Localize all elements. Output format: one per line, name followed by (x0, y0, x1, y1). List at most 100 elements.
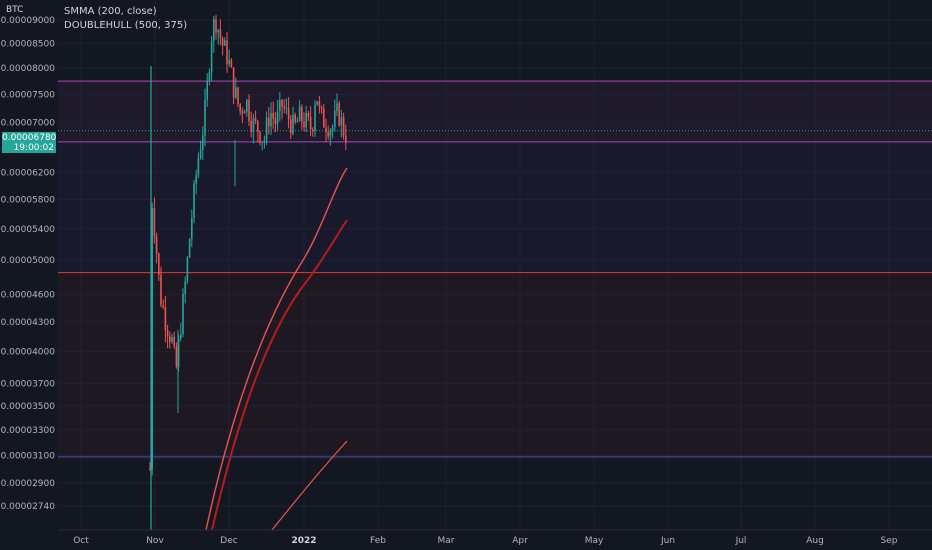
y-tick-label: 0.00004300 (1, 318, 56, 328)
x-tick-label: Aug (806, 536, 824, 546)
candle-body (188, 239, 191, 258)
candle-body (283, 107, 285, 109)
legend-doublehull[interactable]: DOUBLEHULL (500, 375) (64, 20, 188, 31)
bar-countdown: 19:00:02 (13, 143, 54, 153)
candle-body (224, 40, 226, 46)
grid (58, 0, 932, 530)
current-price: 0.00006780 (2, 133, 57, 143)
candle-body (166, 330, 169, 337)
candle-body (276, 111, 279, 124)
candle-body (281, 99, 283, 108)
candle-body (239, 103, 241, 112)
candle-body (320, 106, 323, 109)
candle-body (228, 60, 230, 65)
candle-body (303, 121, 305, 128)
candle-body (290, 119, 292, 134)
candle-body (257, 120, 259, 132)
candle-body (307, 113, 310, 118)
candle-body (263, 140, 266, 142)
candle-body (331, 127, 334, 131)
candle-body (164, 307, 167, 331)
candle-body (345, 135, 347, 143)
y-tick-label: 0.00004000 (1, 347, 56, 357)
candle-body (175, 346, 178, 367)
y-tick-label: 0.00007000 (1, 119, 56, 129)
y-tick-label: 0.00003700 (1, 379, 56, 389)
candle-body (340, 117, 343, 126)
candle-body (323, 108, 325, 128)
candle-body (151, 207, 153, 470)
candles (149, 14, 347, 530)
y-tick-label: 0.00005800 (1, 196, 56, 206)
y-tick-label: 0.00007500 (1, 91, 56, 101)
candle-body (316, 101, 318, 105)
candle-body (342, 117, 345, 136)
candle-body (230, 60, 233, 68)
x-tick-label: Dec (220, 536, 237, 546)
candle-body (208, 72, 211, 81)
indicator-curves (205, 167, 348, 531)
x-tick-label: Feb (370, 536, 386, 546)
candle-body (309, 117, 312, 130)
candle-body (301, 106, 303, 122)
candle-body (191, 217, 193, 240)
candle-body (294, 114, 296, 122)
candle-body (338, 103, 340, 126)
candle-body (298, 106, 301, 122)
current-price-badge: 0.00006780 19:00:02 (2, 132, 56, 153)
candle-body (160, 274, 162, 306)
symbol-label: BTC (6, 5, 24, 15)
candle-body (199, 149, 202, 158)
candle-body (287, 107, 290, 120)
y-tick-label: 0.00005000 (1, 256, 56, 266)
candle-body (246, 99, 248, 112)
candle-body (162, 305, 164, 308)
y-tick-label: 0.00008500 (1, 39, 56, 49)
candle-body (334, 110, 336, 128)
y-tick-label: 0.00002900 (1, 479, 56, 489)
candle-body (202, 135, 204, 150)
x-tick-label: Nov (146, 536, 164, 546)
candle-body (226, 40, 228, 65)
candle-body (153, 207, 156, 237)
candle-body (193, 183, 195, 218)
y-tick-label: 0.00008000 (1, 64, 56, 74)
candle-body (232, 67, 235, 98)
candle-body (210, 40, 213, 73)
y-tick-label: 0.00004600 (1, 290, 56, 300)
x-tick-label: Sep (881, 536, 898, 546)
candle-body (173, 337, 175, 347)
y-axis: 0.00009000 0.00008500 0.00008000 0.00007500… (1, 16, 56, 512)
smma-line (211, 219, 348, 531)
candle-body (292, 114, 294, 134)
candle-body (217, 29, 219, 33)
candle-body (243, 111, 246, 114)
legend-smma[interactable]: SMMA (200, close) (64, 6, 157, 17)
candle-body (329, 130, 332, 137)
candle-body (186, 257, 189, 282)
candle-body (158, 253, 160, 275)
y-tick-label: 0.00002740 (1, 502, 56, 512)
candle-body (254, 118, 257, 121)
candle-body (206, 80, 208, 100)
x-tick-label: May (585, 536, 604, 546)
indicator-legend[interactable]: SMMA (200, close) DOUBLEHULL (500, 375) (64, 5, 187, 33)
x-tick-label: Apr (512, 536, 528, 546)
candle-body (237, 87, 239, 104)
y-tick-label: 0.00003500 (1, 402, 56, 412)
candle-body (182, 293, 184, 335)
candle-body (195, 175, 197, 184)
doublehull-lower (271, 440, 348, 531)
candle-body (259, 131, 261, 143)
candle-body (274, 118, 277, 124)
y-tick-label: 0.00003100 (1, 452, 56, 462)
candle-body (149, 468, 151, 470)
candle-body (235, 87, 237, 98)
candle-body (268, 117, 270, 127)
candle-body (252, 118, 255, 132)
candle-body (215, 19, 217, 33)
candle-body (270, 113, 272, 127)
candle-body (219, 29, 222, 39)
x-axis: Oct Nov Dec 2022 Feb Mar Apr May Jun Jul Aug Sep (58, 529, 932, 546)
